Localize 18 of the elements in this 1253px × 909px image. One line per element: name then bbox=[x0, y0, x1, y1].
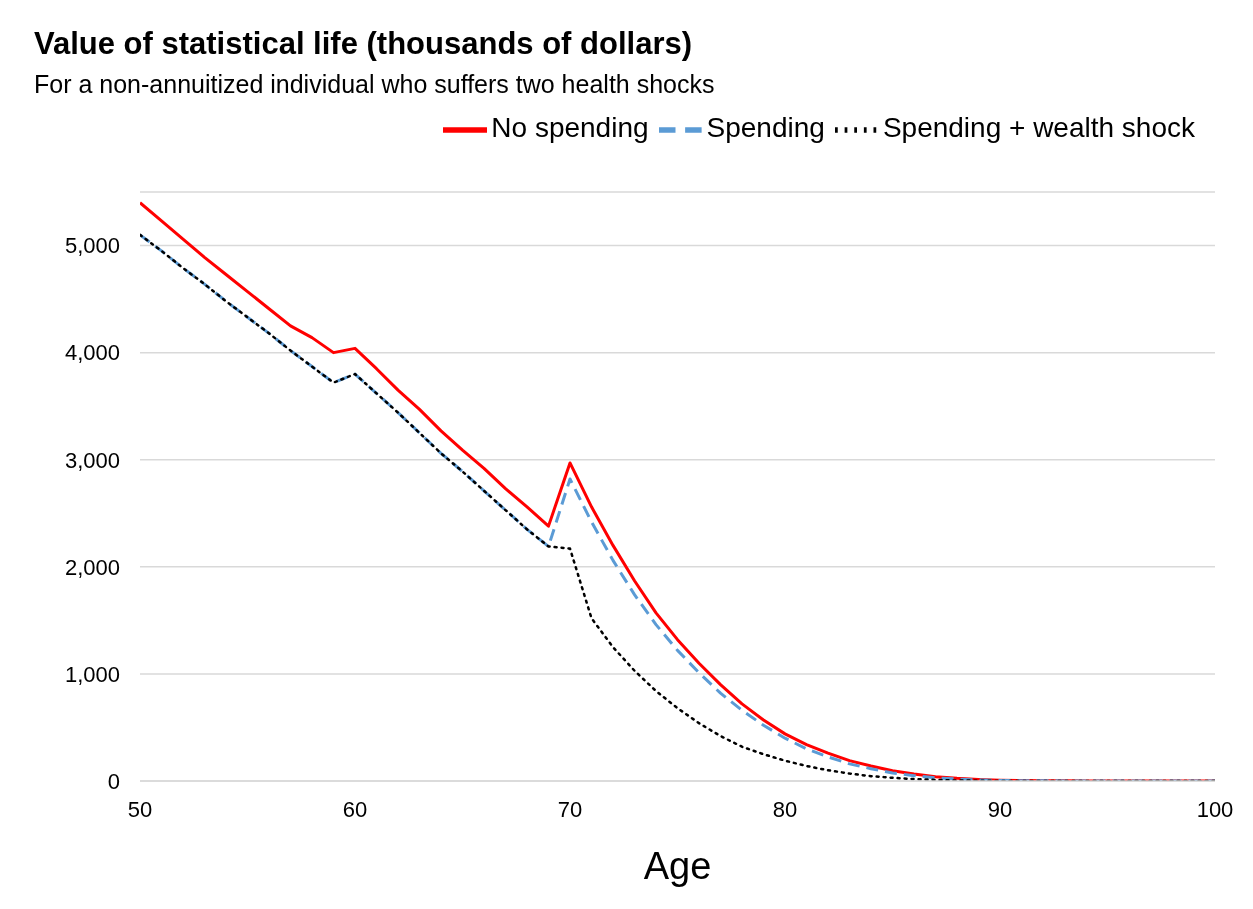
y-tick-label: 4,000 bbox=[64, 340, 120, 366]
legend-label: Spending + wealth shock bbox=[882, 112, 1195, 144]
y-tick-label: 3,000 bbox=[64, 447, 120, 473]
x-tick-label: 100 bbox=[1196, 796, 1234, 822]
x-tick-label: 50 bbox=[127, 796, 153, 822]
x-tick-label: 90 bbox=[987, 796, 1013, 822]
x-axis-title: Age bbox=[643, 845, 712, 887]
chart-subtitle: For a non-annuitized individual who suffers two health shocks bbox=[34, 70, 715, 99]
x-tick-label: 60 bbox=[342, 796, 368, 822]
y-tick-label: 0 bbox=[107, 768, 120, 794]
legend-label: Spending bbox=[706, 112, 825, 144]
x-tick-label: 70 bbox=[557, 796, 583, 822]
chart-title: Value of statistical life (thousands of dollars) bbox=[34, 26, 693, 62]
y-tick-label: 5,000 bbox=[64, 233, 120, 259]
legend-label: No spending bbox=[491, 112, 649, 144]
x-tick-label: 80 bbox=[772, 796, 798, 822]
y-tick-label: 2,000 bbox=[64, 554, 120, 580]
y-tick-label: 1,000 bbox=[64, 661, 120, 687]
